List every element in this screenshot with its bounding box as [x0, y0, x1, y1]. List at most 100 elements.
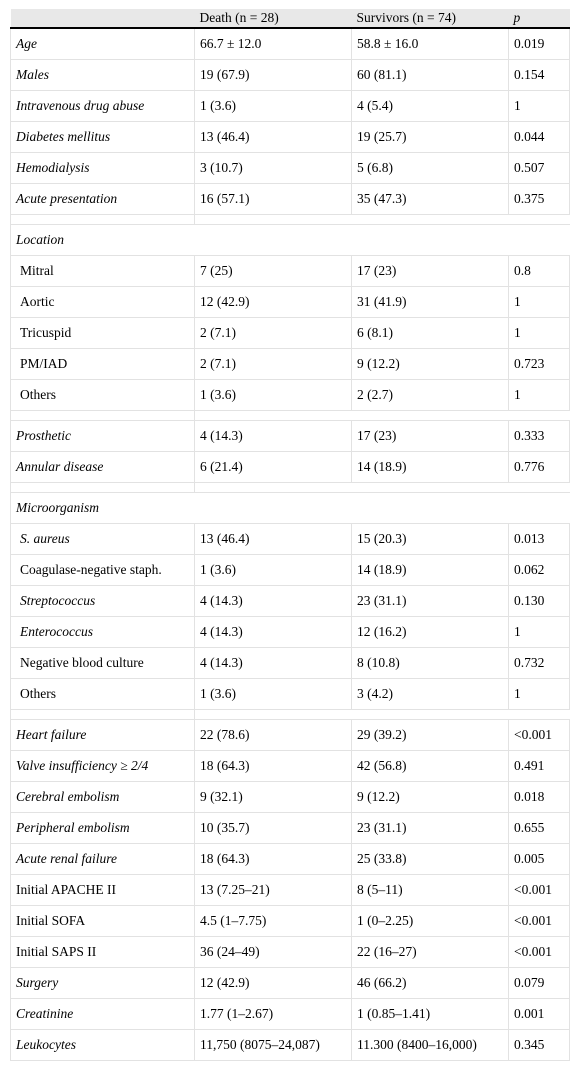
table-row: Acute presentation 16 (57.1) 35 (47.3) 0.37…	[10, 183, 570, 215]
death-value: 66.7 ± 12.0	[194, 28, 352, 60]
survivors-value: 8 (10.8)	[351, 647, 509, 679]
table-row: Hemodialysis 3 (10.7) 5 (6.8) 0.507	[10, 152, 570, 184]
table-row: Annular disease 6 (21.4) 14 (18.9) 0.776	[10, 451, 570, 483]
row-label: Surgery	[10, 967, 195, 999]
p-value: 0.005	[508, 843, 570, 875]
spacer-cell	[194, 410, 352, 421]
row-label: Annular disease	[10, 451, 195, 483]
survivors-value: 1 (0.85–1.41)	[351, 998, 509, 1030]
spacer-row	[10, 410, 570, 421]
death-value: 10 (35.7)	[194, 812, 352, 844]
death-value: 4 (14.3)	[194, 616, 352, 648]
row-label: PM/IAD	[10, 348, 195, 380]
row-label: Tricuspid	[10, 317, 195, 349]
p-value: <0.001	[508, 936, 570, 968]
p-value: 1	[508, 678, 570, 710]
row-label: Initial APACHE II	[10, 874, 195, 906]
p-value: 0.655	[508, 812, 570, 844]
spacer-cell	[351, 410, 509, 421]
death-value: 1 (3.6)	[194, 678, 352, 710]
death-value: 9 (32.1)	[194, 781, 352, 813]
survivors-value: 9 (12.2)	[351, 348, 509, 380]
death-value: 4 (14.3)	[194, 647, 352, 679]
p-value: 0.491	[508, 750, 570, 782]
table-row: Cerebral embolism 9 (32.1) 9 (12.2) 0.018	[10, 781, 570, 813]
p-value: 0.019	[508, 28, 570, 60]
spacer-cell	[508, 709, 570, 720]
p-value: 0.044	[508, 121, 570, 153]
table-row: Tricuspid 2 (7.1) 6 (8.1) 1	[10, 317, 570, 349]
row-label: Negative blood culture	[10, 647, 195, 679]
death-value: 1.77 (1–2.67)	[194, 998, 352, 1030]
survivors-value: 4 (5.4)	[351, 90, 509, 122]
survivors-value: 42 (56.8)	[351, 750, 509, 782]
survivors-value: 60 (81.1)	[351, 59, 509, 91]
death-value: 18 (64.3)	[194, 750, 352, 782]
survivors-value: 25 (33.8)	[351, 843, 509, 875]
spacer-cell	[194, 214, 352, 225]
table-row: Aortic 12 (42.9) 31 (41.9) 1	[10, 286, 570, 318]
row-label: Streptococcus	[10, 585, 195, 617]
survivors-value: 9 (12.2)	[351, 781, 509, 813]
survivors-value: 17 (23)	[351, 255, 509, 287]
survivors-value: 46 (66.2)	[351, 967, 509, 999]
spacer-cell	[10, 482, 195, 493]
row-label: Coagulase-negative staph.	[10, 554, 195, 586]
row-label: Initial SOFA	[10, 905, 195, 937]
p-value: <0.001	[508, 905, 570, 937]
death-value: 4 (14.3)	[194, 420, 352, 452]
table-row: S. aureus 13 (46.4) 15 (20.3) 0.013	[10, 523, 570, 555]
table-body: Age 66.7 ± 12.0 58.8 ± 16.0 0.019 Males 19 (6…	[10, 28, 570, 1061]
table-row: Valve insufficiency ≥ 2/4 18 (64.3) 42 (56…	[10, 750, 570, 782]
table-row: PM/IAD 2 (7.1) 9 (12.2) 0.723	[10, 348, 570, 380]
p-value: 0.001	[508, 998, 570, 1030]
spacer-cell	[194, 709, 352, 720]
survivors-value: 14 (18.9)	[351, 554, 509, 586]
table-row: Initial SAPS II 36 (24–49) 22 (16–27) <0.00…	[10, 936, 570, 968]
table-row: Peripheral embolism 10 (35.7) 23 (31.1) 0.6…	[10, 812, 570, 844]
section-empty-cell	[351, 224, 509, 256]
table-row: Creatinine 1.77 (1–2.67) 1 (0.85–1.41) 0.00…	[10, 998, 570, 1030]
spacer-cell	[508, 214, 570, 225]
survivors-value: 17 (23)	[351, 420, 509, 452]
p-value: 0.018	[508, 781, 570, 813]
death-value: 1 (3.6)	[194, 90, 352, 122]
p-value: 1	[508, 286, 570, 318]
row-label: S. aureus	[10, 523, 195, 555]
death-value: 19 (67.9)	[194, 59, 352, 91]
p-value: 0.154	[508, 59, 570, 91]
row-label: Acute renal failure	[10, 843, 195, 875]
p-value: 1	[508, 616, 570, 648]
section-row: Location	[10, 224, 570, 256]
row-label: Others	[10, 379, 195, 411]
table-row: Diabetes mellitus 13 (46.4) 19 (25.7) 0.044	[10, 121, 570, 153]
spacer-cell	[351, 709, 509, 720]
death-value: 13 (46.4)	[194, 523, 352, 555]
survivors-value: 12 (16.2)	[351, 616, 509, 648]
table-row: Males 19 (67.9) 60 (81.1) 0.154	[10, 59, 570, 91]
death-value: 4.5 (1–7.75)	[194, 905, 352, 937]
survivors-value: 8 (5–11)	[351, 874, 509, 906]
survivors-value: 23 (31.1)	[351, 812, 509, 844]
p-value: <0.001	[508, 719, 570, 751]
header-cell-survivors: Survivors (n = 74)	[351, 9, 509, 29]
death-value: 1 (3.6)	[194, 379, 352, 411]
row-label: Peripheral embolism	[10, 812, 195, 844]
header-row: Death (n = 28) Survivors (n = 74) p	[10, 9, 570, 29]
death-value: 22 (78.6)	[194, 719, 352, 751]
survivors-value: 35 (47.3)	[351, 183, 509, 215]
row-label: Initial SAPS II	[10, 936, 195, 968]
survivors-value: 14 (18.9)	[351, 451, 509, 483]
section-empty-cell	[194, 224, 352, 256]
table-row: Others 1 (3.6) 3 (4.2) 1	[10, 678, 570, 710]
p-value: 0.013	[508, 523, 570, 555]
row-label: Valve insufficiency ≥ 2/4	[10, 750, 195, 782]
death-value: 13 (7.25–21)	[194, 874, 352, 906]
spacer-cell	[10, 214, 195, 225]
survivors-value: 5 (6.8)	[351, 152, 509, 184]
spacer-cell	[10, 709, 195, 720]
header-cell-death: Death (n = 28)	[194, 9, 352, 29]
spacer-row	[10, 709, 570, 720]
death-value: 6 (21.4)	[194, 451, 352, 483]
survivors-value: 2 (2.7)	[351, 379, 509, 411]
